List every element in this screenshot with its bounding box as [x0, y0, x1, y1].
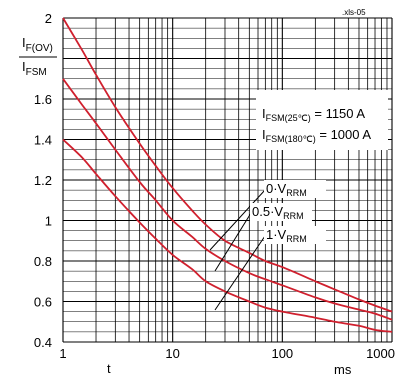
- reference-code: .xls-05: [342, 8, 366, 17]
- x-tick-label: 1000: [366, 346, 395, 361]
- y-tick-label: 0.8: [34, 254, 52, 269]
- x-tick-label: 10: [165, 346, 179, 361]
- curves: [62, 17, 393, 333]
- y-tick-label: 1.4: [34, 133, 52, 148]
- label-leaders: [209, 189, 266, 311]
- fsm-annotation: IFSM(25℃) = 1150 A IFSM(180℃) = 1000 A: [256, 90, 388, 150]
- annotation-background: [256, 90, 388, 150]
- y-tick-label: 2: [45, 11, 52, 26]
- y-tick-label: 0.4: [34, 335, 52, 350]
- series-label-background: [250, 203, 312, 221]
- annotation-line-2: IFSM(180℃) = 1000 A: [262, 127, 371, 144]
- series-label-1: 0·VRRM: [266, 181, 307, 198]
- x-tick-label: 1: [59, 346, 66, 361]
- x-tick-labels: 1 10 100 1000: [59, 346, 395, 361]
- x-axis-unit: ms: [334, 362, 352, 376]
- series-curve-3: [62, 138, 393, 333]
- y-tick-label: 1: [45, 214, 52, 229]
- y-axis-label: IF(OV) IFSM: [19, 35, 57, 78]
- grid: [62, 17, 393, 343]
- y-label-numerator: IF(OV): [22, 35, 53, 54]
- x-tick-label: 100: [271, 346, 293, 361]
- y-tick-label: 1.2: [34, 173, 52, 188]
- series-label-2: 0.5·VRRM: [252, 204, 304, 221]
- x-axis-label: t: [107, 361, 111, 376]
- y-tick-label: 1.6: [34, 92, 52, 107]
- leader-line-3: [214, 235, 266, 311]
- series-label-3: 1·VRRM: [266, 227, 307, 244]
- y-label-denominator: IFSM: [22, 59, 47, 78]
- y-tick-label: 0.6: [34, 295, 52, 310]
- series-label-background: [264, 226, 326, 244]
- series-curve-2: [62, 78, 393, 321]
- series-labels: 0·VRRM 0.5·VRRM 1·VRRM: [250, 180, 326, 244]
- series-label-background: [264, 180, 326, 198]
- leader-line-1: [209, 189, 266, 251]
- leader-line-2: [214, 212, 252, 272]
- series-curve-1: [62, 17, 393, 313]
- y-tick-labels: 0.4 0.6 0.8 1 1.2 1.4 1.6 2: [34, 11, 52, 350]
- annotation-line-1: IFSM(25℃) = 1150 A: [262, 106, 365, 123]
